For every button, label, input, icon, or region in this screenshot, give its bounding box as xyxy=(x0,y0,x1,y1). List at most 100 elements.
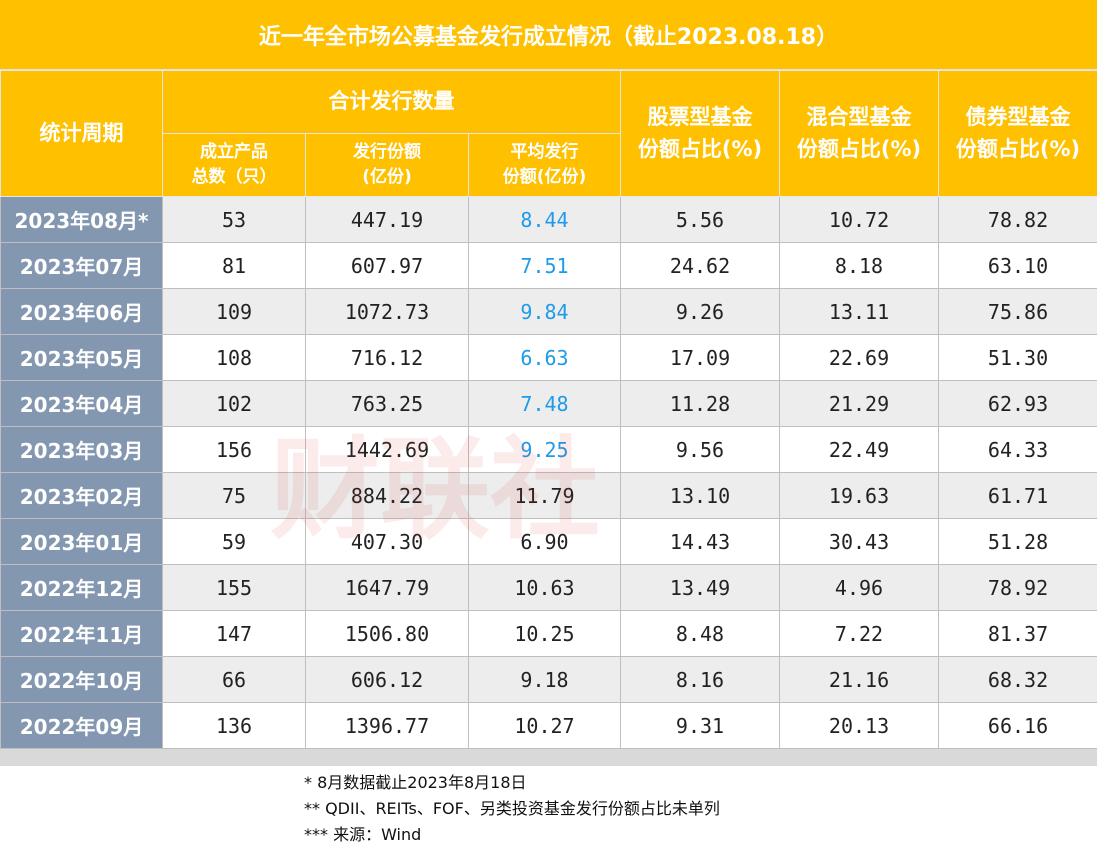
period-cell: 2023年07月 xyxy=(1,243,163,289)
data-cell: 13.11 xyxy=(780,289,939,335)
data-cell: 10.25 xyxy=(469,611,621,657)
header-cell: 债券型基金 份额占比(%) xyxy=(939,71,1097,197)
data-cell: 607.97 xyxy=(306,243,469,289)
separator xyxy=(0,749,1097,766)
data-cell: 9.31 xyxy=(621,703,780,749)
header-cell: 发行份额 (亿份) xyxy=(306,134,469,197)
data-cell: 716.12 xyxy=(306,335,469,381)
data-cell: 156 xyxy=(163,427,306,473)
data-cell: 19.63 xyxy=(780,473,939,519)
period-cell: 2022年10月 xyxy=(1,657,163,703)
data-cell: 4.96 xyxy=(780,565,939,611)
data-cell: 75.86 xyxy=(939,289,1097,335)
note: *** 来源：Wind xyxy=(304,822,1097,848)
data-cell: 102 xyxy=(163,381,306,427)
data-cell: 447.19 xyxy=(306,197,469,243)
data-cell: 9.56 xyxy=(621,427,780,473)
data-cell: 21.29 xyxy=(780,381,939,427)
header-cell: 平均发行 份额(亿份) xyxy=(469,134,621,197)
data-cell: 22.69 xyxy=(780,335,939,381)
data-cell: 6.90 xyxy=(469,519,621,565)
data-cell: 1442.69 xyxy=(306,427,469,473)
data-cell: 407.30 xyxy=(306,519,469,565)
notes: * 8月数据截止2023年8月18日** QDII、REITs、FOF、另类投资… xyxy=(0,766,1097,848)
data-cell: 13.10 xyxy=(621,473,780,519)
data-cell: 11.79 xyxy=(469,473,621,519)
data-cell: 51.30 xyxy=(939,335,1097,381)
table: 统计周期 合计发行数量 股票型基金 份额占比(%) 混合型基金 份额占比(%) … xyxy=(0,70,1097,749)
data-cell: 7.51 xyxy=(469,243,621,289)
data-cell: 7.48 xyxy=(469,381,621,427)
period-cell: 2022年11月 xyxy=(1,611,163,657)
data-cell: 22.49 xyxy=(780,427,939,473)
title: 近一年全市场公募基金发行成立情况（截止2023.08.18） xyxy=(0,0,1097,70)
data-cell: 1506.80 xyxy=(306,611,469,657)
period-cell: 2023年06月 xyxy=(1,289,163,335)
data-cell: 5.56 xyxy=(621,197,780,243)
period-cell: 2023年03月 xyxy=(1,427,163,473)
data-cell: 136 xyxy=(163,703,306,749)
data-cell: 21.16 xyxy=(780,657,939,703)
data-cell: 763.25 xyxy=(306,381,469,427)
period-cell: 2023年08月* xyxy=(1,197,163,243)
data-cell: 1072.73 xyxy=(306,289,469,335)
data-cell: 8.16 xyxy=(621,657,780,703)
data-cell: 8.18 xyxy=(780,243,939,289)
data-cell: 53 xyxy=(163,197,306,243)
header-cell: 股票型基金 份额占比(%) xyxy=(621,71,780,197)
data-cell: 66 xyxy=(163,657,306,703)
note: * 8月数据截止2023年8月18日 xyxy=(304,770,1097,796)
data-cell: 147 xyxy=(163,611,306,657)
data-cell: 8.48 xyxy=(621,611,780,657)
data-cell: 109 xyxy=(163,289,306,335)
data-cell: 17.09 xyxy=(621,335,780,381)
period-cell: 2023年02月 xyxy=(1,473,163,519)
note: ** QDII、REITs、FOF、另类投资基金发行份额占比未单列 xyxy=(304,796,1097,822)
data-cell: 63.10 xyxy=(939,243,1097,289)
data-cell: 59 xyxy=(163,519,306,565)
period-cell: 2023年01月 xyxy=(1,519,163,565)
data-cell: 884.22 xyxy=(306,473,469,519)
period-cell: 2023年04月 xyxy=(1,381,163,427)
data-cell: 155 xyxy=(163,565,306,611)
data-cell: 20.13 xyxy=(780,703,939,749)
data-cell: 51.28 xyxy=(939,519,1097,565)
data-cell: 24.62 xyxy=(621,243,780,289)
data-cell: 81.37 xyxy=(939,611,1097,657)
data-cell: 75 xyxy=(163,473,306,519)
data-cell: 66.16 xyxy=(939,703,1097,749)
data-cell: 10.27 xyxy=(469,703,621,749)
data-cell: 62.93 xyxy=(939,381,1097,427)
data-cell: 8.44 xyxy=(469,197,621,243)
data-cell: 64.33 xyxy=(939,427,1097,473)
header-cell: 混合型基金 份额占比(%) xyxy=(780,71,939,197)
data-cell: 9.18 xyxy=(469,657,621,703)
data-cell: 78.92 xyxy=(939,565,1097,611)
header-cell: 统计周期 xyxy=(1,71,163,197)
data-cell: 68.32 xyxy=(939,657,1097,703)
data-cell: 61.71 xyxy=(939,473,1097,519)
data-cell: 10.63 xyxy=(469,565,621,611)
data-cell: 10.72 xyxy=(780,197,939,243)
data-cell: 81 xyxy=(163,243,306,289)
data-cell: 1396.77 xyxy=(306,703,469,749)
data-cell: 108 xyxy=(163,335,306,381)
data-cell: 78.82 xyxy=(939,197,1097,243)
data-cell: 13.49 xyxy=(621,565,780,611)
data-cell: 9.84 xyxy=(469,289,621,335)
data-cell: 14.43 xyxy=(621,519,780,565)
header-cell: 合计发行数量 xyxy=(163,71,621,134)
data-cell: 30.43 xyxy=(780,519,939,565)
data-cell: 9.25 xyxy=(469,427,621,473)
data-cell: 9.26 xyxy=(621,289,780,335)
